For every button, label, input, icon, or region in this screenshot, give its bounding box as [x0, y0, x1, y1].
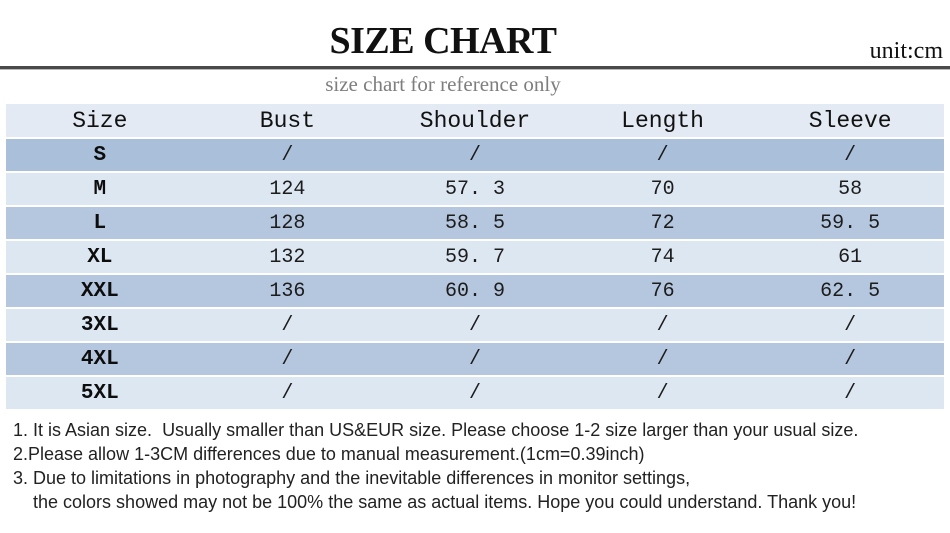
- value-cell: /: [281, 347, 294, 371]
- table-row-5xl: 5XL / / / /: [6, 377, 944, 409]
- value-cell: 72: [650, 211, 675, 235]
- value-cell: /: [468, 347, 481, 371]
- size-cell: M: [93, 177, 107, 201]
- value-cell: 74: [650, 245, 675, 269]
- value-cell: /: [656, 381, 669, 405]
- value-cell: 128: [269, 211, 306, 235]
- table-header: Size Bust Shoulder Length Sleeve: [6, 104, 944, 137]
- value-cell: /: [468, 381, 481, 405]
- value-cell: 132: [269, 245, 306, 269]
- value-cell: /: [281, 313, 294, 337]
- value-cell: /: [281, 143, 294, 167]
- size-cell: 5XL: [80, 381, 119, 405]
- table-row-xxl: XXL 136 60. 9 76 62. 5: [6, 275, 944, 307]
- table-row-3xl: 3XL / / / /: [6, 309, 944, 341]
- column-header-sleeve: Sleeve: [808, 107, 892, 134]
- unit-label: unit:cm: [869, 38, 943, 64]
- value-cell: 62. 5: [820, 279, 881, 303]
- value-cell: /: [656, 143, 669, 167]
- column-header-bust: Bust: [259, 107, 315, 134]
- table-body: S / / / / M 124 57. 3 70 58 L 128 58. 5 72 59. 5 XL 132 5…: [6, 139, 944, 409]
- value-cell: /: [844, 143, 857, 167]
- value-cell: 59. 7: [444, 245, 505, 269]
- size-chart-table: Size Bust Shoulder Length Sleeve S / / / / M 1…: [6, 102, 944, 411]
- title-divider: [0, 66, 950, 69]
- value-cell: /: [656, 313, 669, 337]
- value-cell: 136: [269, 279, 306, 303]
- column-header-size: Size: [72, 107, 128, 134]
- value-cell: 61: [838, 245, 863, 269]
- value-cell: /: [656, 347, 669, 371]
- value-cell: /: [468, 143, 481, 167]
- value-cell: 59. 5: [820, 211, 881, 235]
- value-cell: 60. 9: [444, 279, 505, 303]
- value-cell: 58. 5: [444, 211, 505, 235]
- value-cell: /: [844, 347, 857, 371]
- column-header-length: Length: [621, 107, 704, 134]
- value-cell: /: [844, 381, 857, 405]
- notes: 1. It is Asian size. Usually smaller tha…: [13, 418, 950, 514]
- column-header-shoulder: Shoulder: [419, 107, 531, 134]
- value-cell: 124: [269, 177, 306, 201]
- value-cell: 76: [650, 279, 675, 303]
- value-cell: /: [468, 313, 481, 337]
- table-row-xl: XL 132 59. 7 74 61: [6, 241, 944, 273]
- size-cell: XXL: [80, 279, 119, 303]
- note-line-4: the colors showed may not be 100% the sa…: [13, 492, 857, 512]
- table-row-4xl: 4XL / / / /: [6, 343, 944, 375]
- note-line-3: 3. Due to limitations in photography and…: [13, 468, 691, 488]
- header: SIZE CHART unit:cm: [0, 0, 950, 70]
- header-row: Size Bust Shoulder Length Sleeve: [6, 104, 944, 137]
- size-cell: 3XL: [80, 313, 119, 337]
- value-cell: 57. 3: [444, 177, 505, 201]
- value-cell: /: [844, 313, 857, 337]
- size-cell: L: [93, 211, 107, 235]
- table-row-m: M 124 57. 3 70 58: [6, 173, 944, 205]
- size-cell: XL: [87, 245, 113, 269]
- size-cell: 4XL: [80, 347, 119, 371]
- size-cell: S: [93, 143, 107, 167]
- subtitle: size chart for reference only: [325, 72, 561, 96]
- table-row-l: L 128 58. 5 72 59. 5: [6, 207, 944, 239]
- note-line-2: 2.Please allow 1-3CM differences due to …: [13, 444, 645, 464]
- value-cell: 58: [838, 177, 863, 201]
- value-cell: 70: [650, 177, 675, 201]
- note-line-1: 1. It is Asian size. Usually smaller tha…: [13, 420, 859, 440]
- value-cell: /: [281, 381, 294, 405]
- table-row-s: S / / / /: [6, 139, 944, 171]
- page-title: SIZE CHART: [329, 20, 557, 62]
